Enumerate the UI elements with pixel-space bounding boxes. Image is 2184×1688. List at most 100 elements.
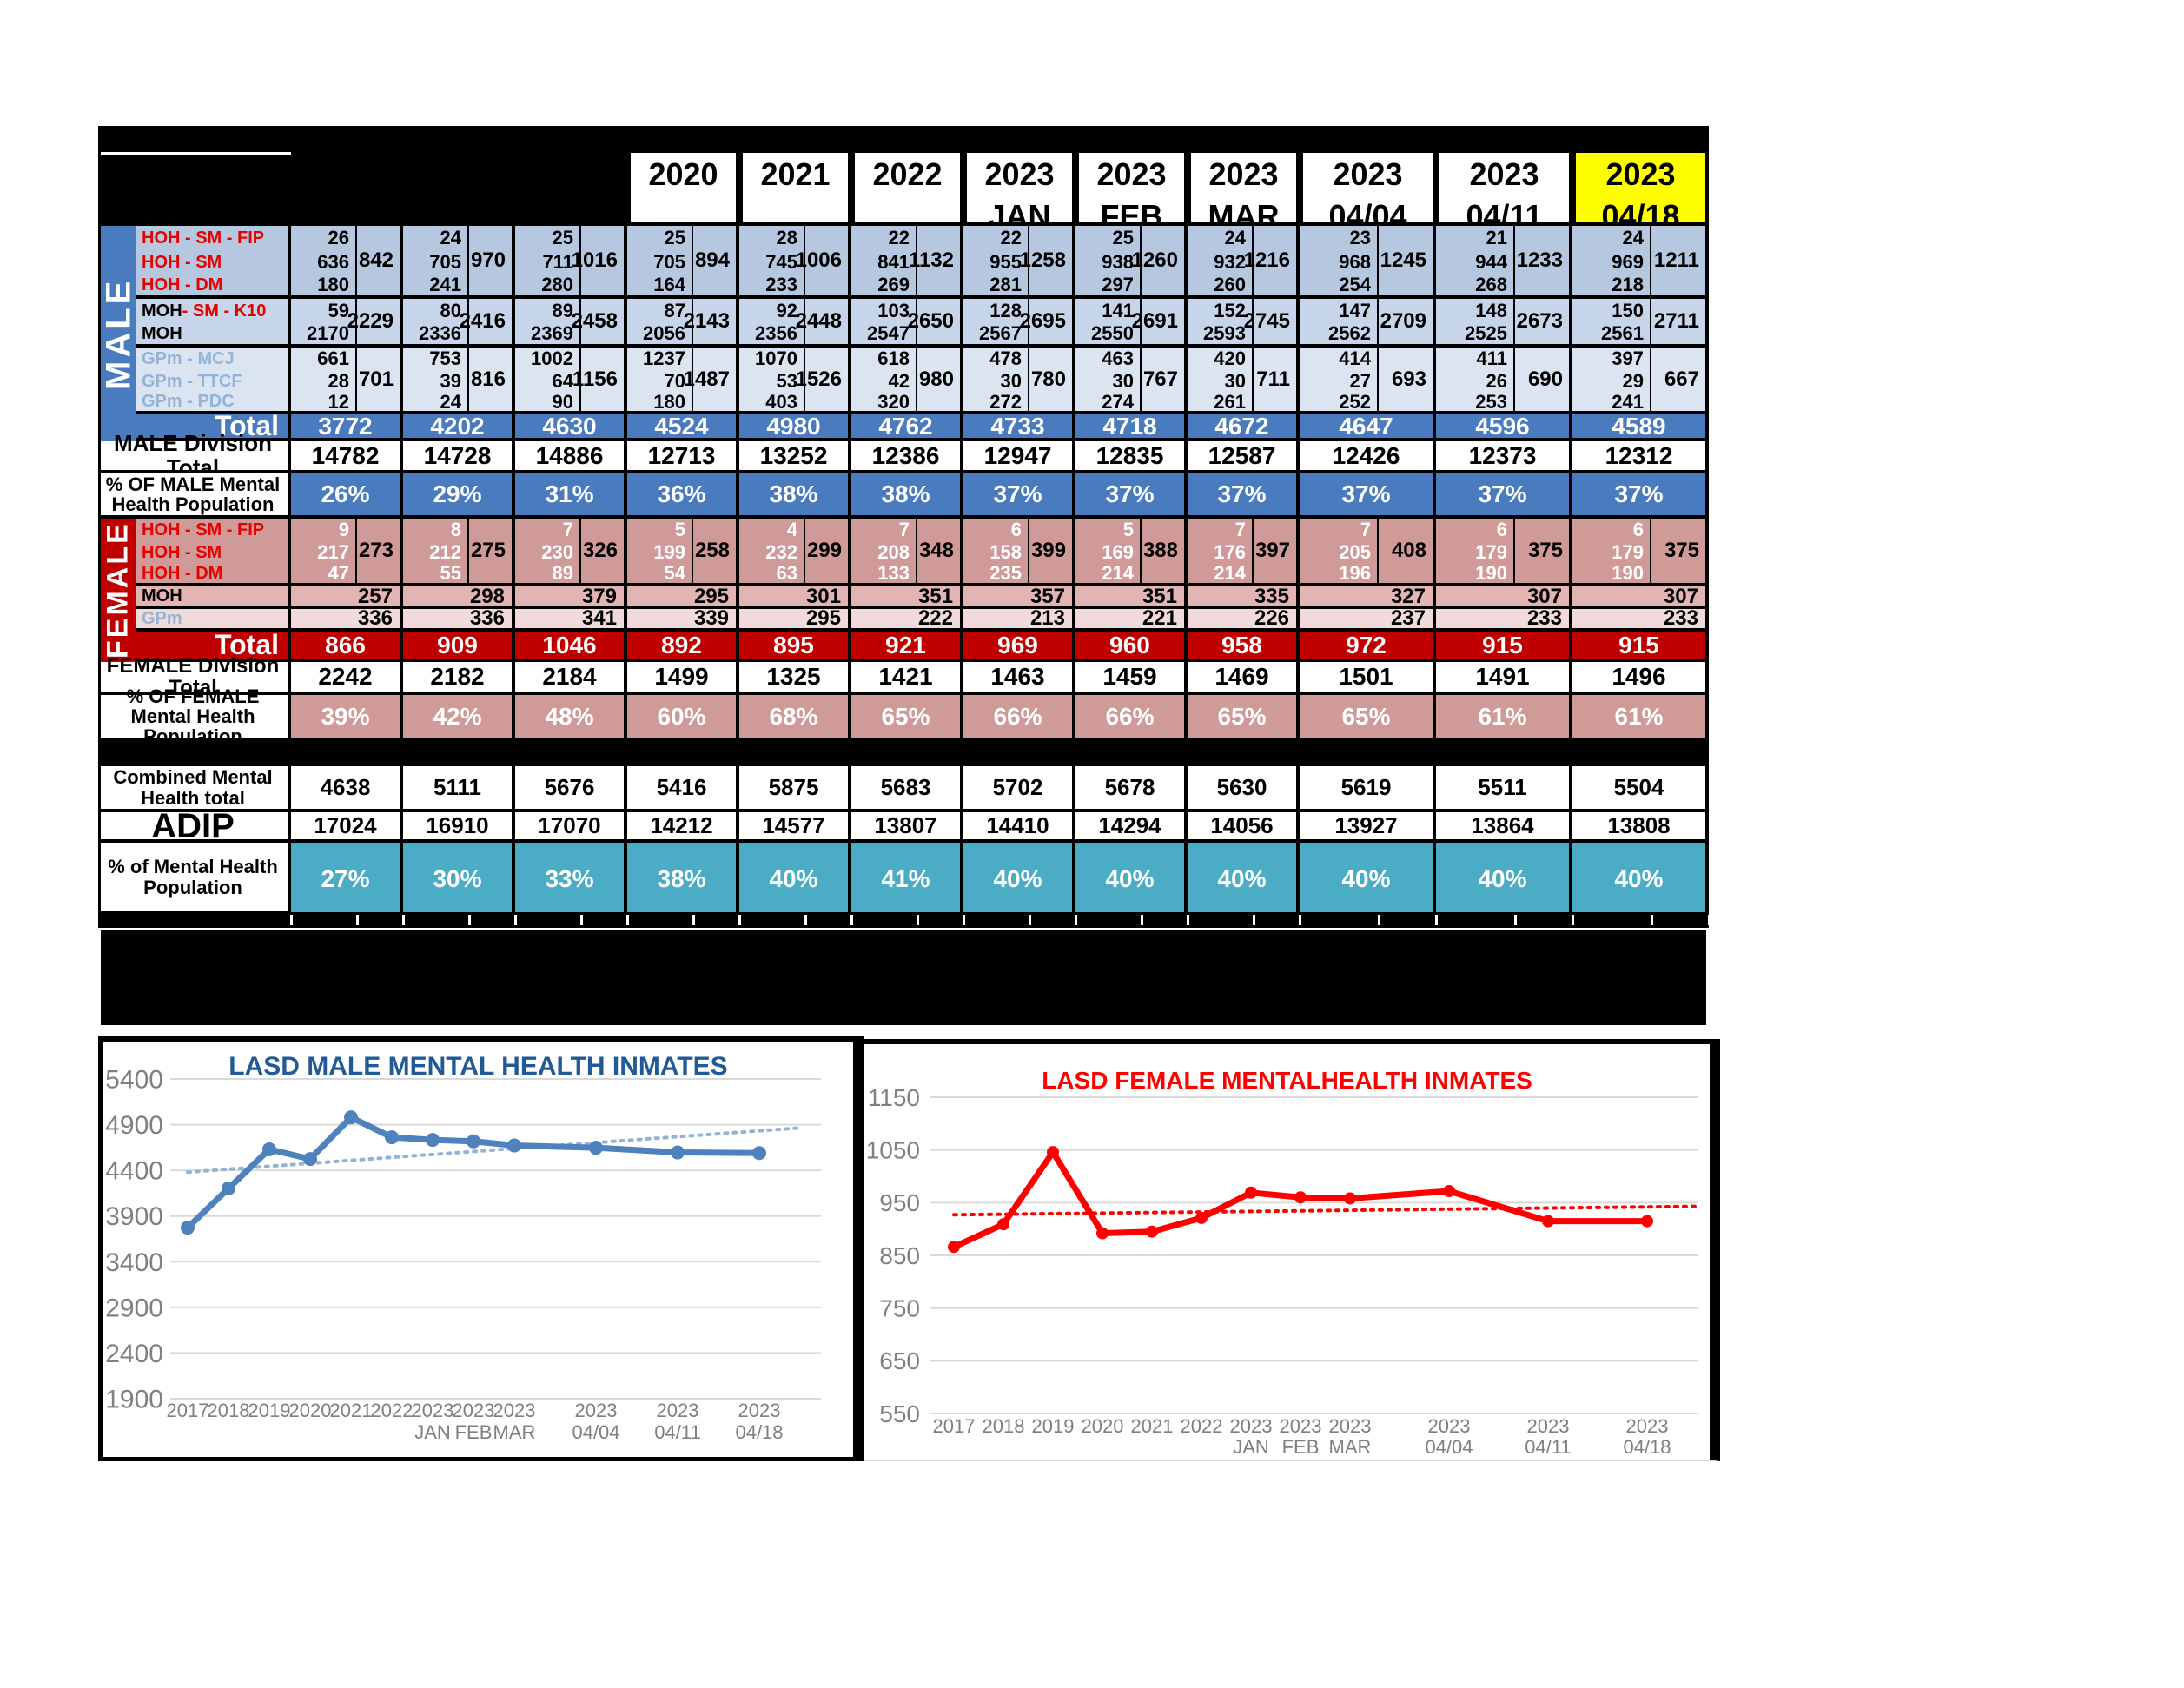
data-cell: 705 xyxy=(403,250,469,275)
tick-mark xyxy=(580,915,583,925)
data-cell: 8 xyxy=(403,519,469,541)
adip-cell: 14056 xyxy=(1188,812,1300,843)
svg-text:2023: 2023 xyxy=(1626,1415,1669,1437)
female-pct-cell: 60% xyxy=(627,695,739,741)
data-cell: 89 xyxy=(515,563,581,586)
data-cell: 24 xyxy=(1572,226,1651,250)
male-pct-cell: 37% xyxy=(1572,473,1709,519)
data-cell: 89 xyxy=(515,299,581,323)
female-total-cell: 960 xyxy=(1075,632,1188,662)
male-division-cell: 12835 xyxy=(1075,441,1188,473)
mh-pct-cell: 40% xyxy=(739,843,851,915)
data-cell: 53 xyxy=(739,370,805,393)
male-division-cell: 12947 xyxy=(963,441,1075,473)
male-total-cell: 4733 xyxy=(963,414,1075,441)
data-cell: 212 xyxy=(403,541,469,564)
subtotal-cell: 690 xyxy=(1515,348,1572,414)
data-cell: 618 xyxy=(851,348,917,370)
data-cell: 80 xyxy=(403,299,469,323)
mh-pct-cell: 40% xyxy=(1436,843,1572,915)
svg-text:550: 550 xyxy=(879,1400,920,1427)
header-corner xyxy=(98,149,291,226)
combined-cell: 5111 xyxy=(403,766,515,812)
data-cell: 711 xyxy=(515,250,581,275)
data-cell: 841 xyxy=(851,250,917,275)
data-cell: 29 xyxy=(1572,370,1651,393)
svg-text:2017: 2017 xyxy=(167,1400,209,1421)
data-cell: 21 xyxy=(1436,226,1515,250)
data-cell: 252 xyxy=(1300,392,1379,414)
data-cell: 103 xyxy=(851,299,917,323)
subtotal-cell: 2416 xyxy=(460,299,515,348)
combined-label: Combined Mental Health total xyxy=(98,766,291,812)
subtotal-cell: 1006 xyxy=(796,226,851,299)
tick-mark xyxy=(514,915,517,925)
data-cell: 28 xyxy=(739,226,805,250)
data-cell: 269 xyxy=(851,275,917,299)
svg-text:2023: 2023 xyxy=(738,1400,781,1421)
data-cell: 261 xyxy=(1188,392,1254,414)
female-pct-cell: 68% xyxy=(739,695,851,741)
subtotal-cell: 1211 xyxy=(1651,226,1709,299)
data-cell: 214 xyxy=(1188,563,1254,586)
female-pct-cell: 65% xyxy=(851,695,963,741)
male-chart: 5400 4900 4400 3900 3400 2900 2400 1900 20172018… xyxy=(105,1066,821,1443)
data-cell: 90 xyxy=(515,392,581,414)
female-total-cell: 915 xyxy=(1572,632,1709,662)
female-pct-cell: 48% xyxy=(515,695,627,741)
mh-pct-cell: 40% xyxy=(1188,843,1300,915)
tick-mark xyxy=(804,915,807,925)
data-cell: 351 xyxy=(1075,586,1188,609)
mh-pct-cell: 27% xyxy=(291,843,403,915)
male-division-cell: 12373 xyxy=(1436,441,1572,473)
data-cell: 233 xyxy=(1436,607,1572,632)
data-cell: 141 xyxy=(1075,299,1142,323)
data-cell: 254 xyxy=(1300,275,1379,299)
data-cell: 25 xyxy=(627,226,693,250)
svg-text:650: 650 xyxy=(879,1347,920,1374)
svg-text:2023: 2023 xyxy=(1428,1415,1471,1437)
data-cell: 281 xyxy=(963,275,1029,299)
male-pct-cell: 38% xyxy=(851,473,963,519)
female-division-cell: 1421 xyxy=(851,662,963,695)
data-cell: 54 xyxy=(627,563,693,586)
svg-text:MAR: MAR xyxy=(493,1421,536,1443)
female-pct-cell: 66% xyxy=(963,695,1075,741)
data-cell: 351 xyxy=(851,586,963,609)
svg-text:2023: 2023 xyxy=(1280,1415,1322,1437)
data-cell: 2356 xyxy=(739,323,805,348)
male-division-cell: 12386 xyxy=(851,441,963,473)
subtotal-cell: 667 xyxy=(1651,348,1709,414)
data-cell: 55 xyxy=(403,563,469,586)
female-total-cell: 958 xyxy=(1188,632,1300,662)
data-cell: 257 xyxy=(291,586,403,609)
data-cell: 64 xyxy=(515,370,581,393)
data-cell: 301 xyxy=(739,586,851,609)
male-pct-cell: 37% xyxy=(963,473,1075,519)
row-label: GPm xyxy=(136,609,291,632)
male-pct-cell: 37% xyxy=(1188,473,1300,519)
subtotal-cell: 2709 xyxy=(1379,299,1436,348)
subtotal-cell: 701 xyxy=(357,348,403,414)
redacted-black-band xyxy=(98,928,1709,1028)
header-year-blackout xyxy=(515,149,627,226)
subtotal-cell: 1016 xyxy=(572,226,627,299)
tick-mark xyxy=(626,915,629,925)
tick-mark xyxy=(1253,915,1255,925)
subtotal-cell: 2229 xyxy=(347,299,403,348)
male-total-cell: 4672 xyxy=(1188,414,1300,441)
data-cell: 190 xyxy=(1436,563,1515,586)
tick-mark xyxy=(1029,915,1031,925)
male-total-cell: 4980 xyxy=(739,414,851,441)
male-total-cell: 4596 xyxy=(1436,414,1572,441)
data-cell: 268 xyxy=(1436,275,1515,299)
data-cell: 7 xyxy=(1188,519,1254,541)
data-cell: 5 xyxy=(627,519,693,541)
data-cell: 938 xyxy=(1075,250,1142,275)
male-division-cell: 14782 xyxy=(291,441,403,473)
adip-label: ADIP xyxy=(98,808,291,844)
data-cell: 213 xyxy=(963,607,1075,632)
female-pct-cell: 42% xyxy=(403,695,515,741)
subtotal-cell: 970 xyxy=(469,226,515,299)
